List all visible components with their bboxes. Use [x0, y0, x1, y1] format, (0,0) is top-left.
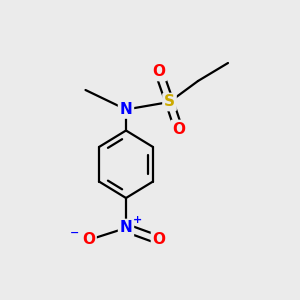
Text: −: − — [70, 227, 80, 238]
Text: O: O — [172, 122, 185, 136]
Text: S: S — [164, 94, 175, 110]
Text: O: O — [152, 232, 166, 247]
Text: O: O — [82, 232, 95, 247]
Text: N: N — [120, 220, 132, 236]
Text: +: + — [133, 214, 142, 225]
Text: N: N — [120, 102, 132, 117]
Text: O: O — [152, 64, 166, 80]
